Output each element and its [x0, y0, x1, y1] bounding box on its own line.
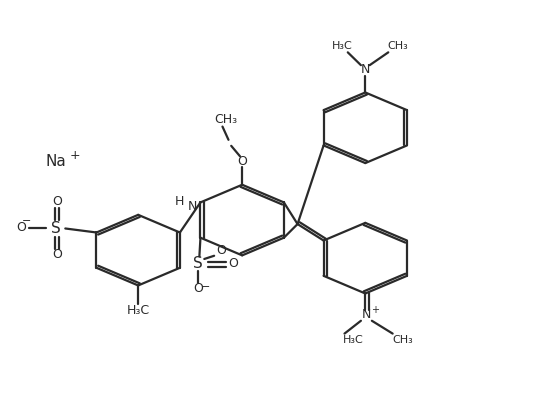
Text: N: N: [361, 63, 370, 76]
Text: +: +: [371, 305, 379, 315]
Text: H: H: [174, 195, 184, 208]
Text: N: N: [362, 308, 372, 321]
Text: CH₃: CH₃: [388, 41, 409, 51]
Text: S: S: [193, 256, 202, 271]
Text: H₃C: H₃C: [343, 335, 364, 345]
Text: S: S: [51, 221, 60, 236]
Text: CH₃: CH₃: [392, 335, 413, 345]
Text: O: O: [228, 257, 238, 270]
Text: +: +: [70, 149, 81, 162]
Text: O: O: [237, 155, 247, 168]
Text: O: O: [216, 244, 225, 257]
Text: −: −: [23, 216, 32, 226]
Text: H₃C: H₃C: [332, 41, 353, 51]
Text: O: O: [193, 282, 202, 295]
Text: N: N: [188, 200, 197, 213]
Text: H₃C: H₃C: [126, 304, 150, 317]
Text: −: −: [201, 282, 210, 292]
Text: Na: Na: [46, 154, 67, 169]
Text: CH₃: CH₃: [214, 113, 237, 126]
Text: O: O: [16, 221, 26, 234]
Text: O: O: [52, 195, 62, 208]
Text: O: O: [52, 248, 62, 261]
